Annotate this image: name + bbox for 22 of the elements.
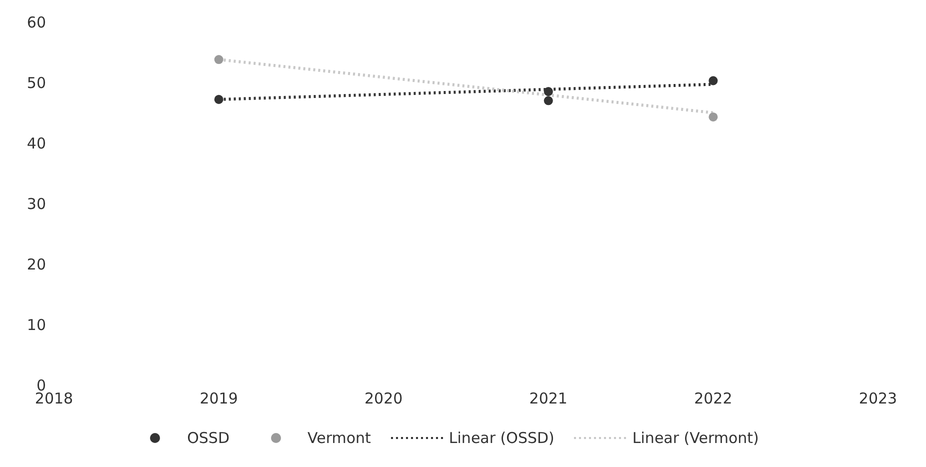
point xyxy=(544,96,553,106)
point xyxy=(544,87,553,96)
x-tick-label: 2021 xyxy=(529,390,568,408)
legend-label: Vermont xyxy=(308,429,371,447)
legend-label: OSSD xyxy=(187,429,230,447)
y-tick-label: 30 xyxy=(26,194,46,213)
legend-label: Linear (Vermont) xyxy=(632,429,759,447)
y-tick-label: 10 xyxy=(26,316,46,334)
legend-label: Linear (OSSD) xyxy=(448,429,554,447)
y-tick-label: 60 xyxy=(26,13,46,32)
x-tick-label: 2019 xyxy=(200,390,238,408)
point xyxy=(708,112,718,122)
x-tick-label: 2023 xyxy=(858,390,898,408)
x-tick-label: 2018 xyxy=(34,390,74,408)
y-tick-label: 40 xyxy=(26,134,46,152)
point xyxy=(214,55,224,64)
point xyxy=(708,76,718,86)
y-tick-label: 50 xyxy=(26,74,46,92)
y-tick-label: 20 xyxy=(26,255,46,274)
point xyxy=(214,94,224,104)
x-tick-label: 2020 xyxy=(364,390,403,408)
x-tick-label: 2022 xyxy=(694,390,732,408)
